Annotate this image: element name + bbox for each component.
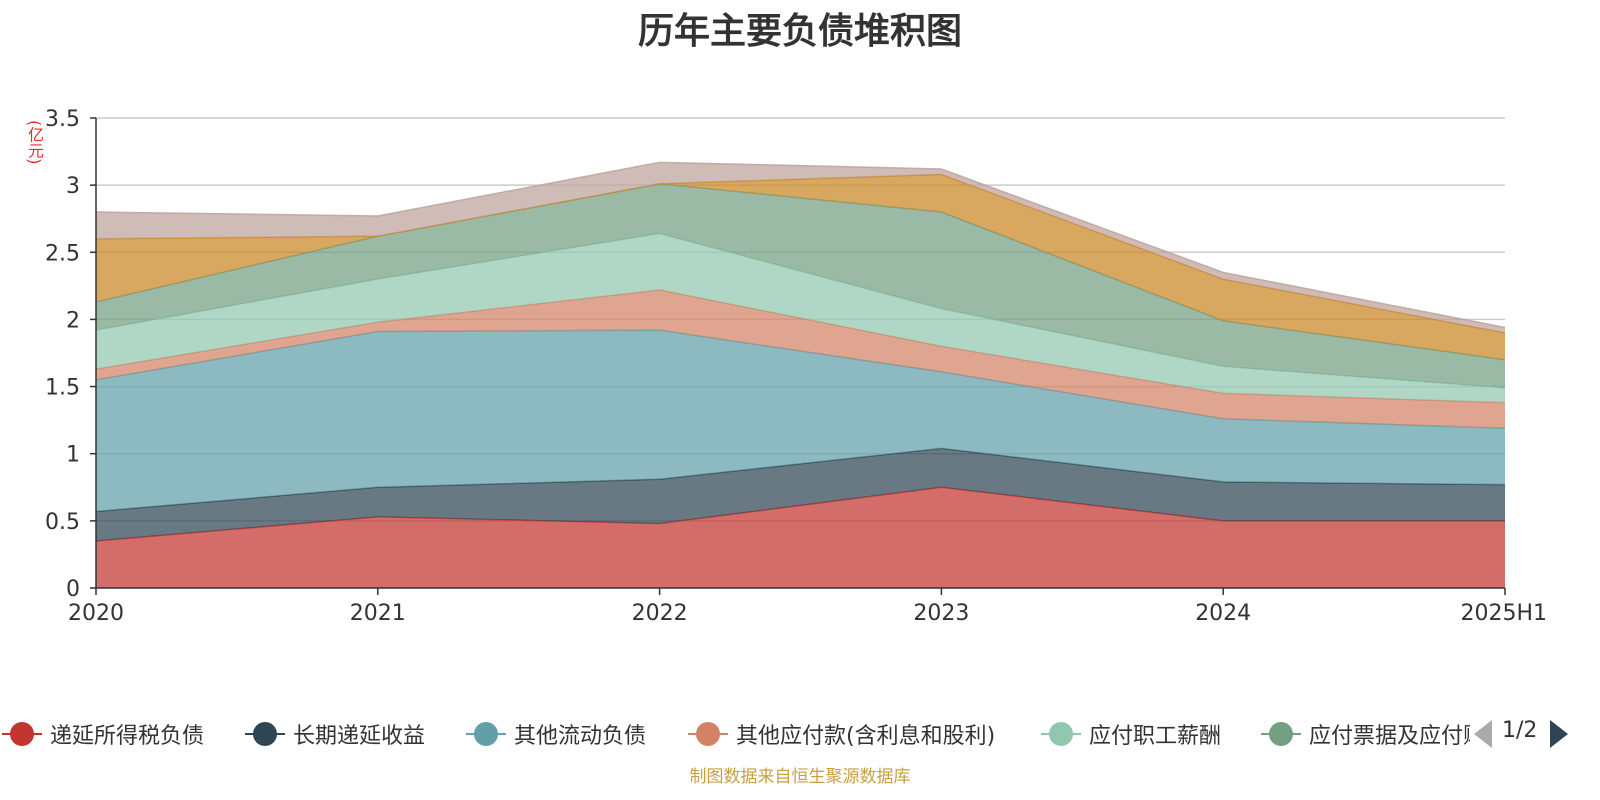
x-tick-label: 2021 bbox=[350, 601, 406, 626]
series-area-2 bbox=[96, 330, 1505, 512]
x-tick-label: 2022 bbox=[632, 601, 688, 626]
legend-items: 递延所得税负债 长期递延收益 其他流动负债 其他应付款(含利息和股利) 应付职工薪酬 应付… bbox=[0, 716, 1470, 752]
series-area-5 bbox=[96, 183, 1505, 388]
legend-item[interactable]: 其他应付款(含利息和股利) bbox=[688, 716, 995, 752]
data-source-note: 制图数据来自恒生聚源数据库 bbox=[689, 767, 911, 787]
x-tick-label: 2024 bbox=[1195, 601, 1251, 626]
legend-item[interactable]: 长期递延收益 bbox=[245, 716, 425, 752]
legend: 递延所得税负债 长期递延收益 其他流动负债 其他应付款(含利息和股利) 应付职工薪酬 应付… bbox=[0, 716, 1600, 752]
y-tick-label: 0.5 bbox=[45, 510, 80, 535]
legend-swatch bbox=[2, 716, 42, 752]
legend-item[interactable]: 应付职工薪酬 bbox=[1041, 716, 1221, 752]
legend-swatch bbox=[466, 716, 506, 752]
legend-label: 应付职工薪酬 bbox=[1089, 724, 1222, 749]
y-tick-label: 2.5 bbox=[45, 241, 80, 266]
y-axis-unit-label: (亿元) bbox=[25, 120, 44, 165]
stacked-area-chart: 0 0.5 1 1.5 2 2.5 3 3.5 2020 2021 2022 2023 2024 2025… bbox=[45, 107, 1547, 626]
series-area-7 bbox=[96, 162, 1505, 333]
series-line-7 bbox=[95, 161, 1506, 329]
y-tick-label: 3 bbox=[66, 174, 80, 199]
legend-label: 其他流动负债 bbox=[514, 724, 647, 749]
legend-next-page-icon[interactable] bbox=[1550, 720, 1568, 748]
y-tick-label: 2 bbox=[66, 308, 80, 333]
chart-title: 历年主要负债堆积图 bbox=[637, 11, 962, 52]
y-tick-label: 0 bbox=[66, 577, 80, 602]
legend-swatch bbox=[245, 716, 285, 752]
y-tick-label: 1 bbox=[66, 443, 80, 468]
series-line-4 bbox=[95, 232, 1506, 389]
legend-item[interactable]: 应付票据及应付账款 bbox=[1261, 716, 1470, 752]
series-area-1 bbox=[96, 448, 1505, 541]
legend-page-indicator: 1/2 bbox=[1502, 718, 1538, 743]
y-tick-label: 3.5 bbox=[45, 107, 80, 132]
y-tick-label: 1.5 bbox=[45, 376, 80, 401]
x-tick-label: 2023 bbox=[913, 601, 969, 626]
legend-swatch bbox=[1041, 716, 1081, 752]
x-tick-label: 2025H1 bbox=[1460, 601, 1547, 626]
legend-label: 递延所得税负债 bbox=[50, 724, 205, 749]
legend-label: 应付票据及应付账款 bbox=[1309, 724, 1470, 749]
legend-swatch bbox=[1261, 716, 1301, 752]
series-area-3 bbox=[96, 289, 1505, 429]
legend-prev-page-icon[interactable] bbox=[1474, 720, 1492, 748]
legend-pager: 1/2 bbox=[1470, 716, 1600, 752]
x-tick-label: 2020 bbox=[68, 601, 124, 626]
legend-label: 长期递延收益 bbox=[293, 724, 426, 749]
legend-item[interactable]: 递延所得税负债 bbox=[2, 716, 204, 752]
legend-label: 其他应付款(含利息和股利) bbox=[736, 724, 996, 749]
legend-item[interactable]: 其他流动负债 bbox=[466, 716, 646, 752]
legend-swatch bbox=[688, 716, 728, 752]
